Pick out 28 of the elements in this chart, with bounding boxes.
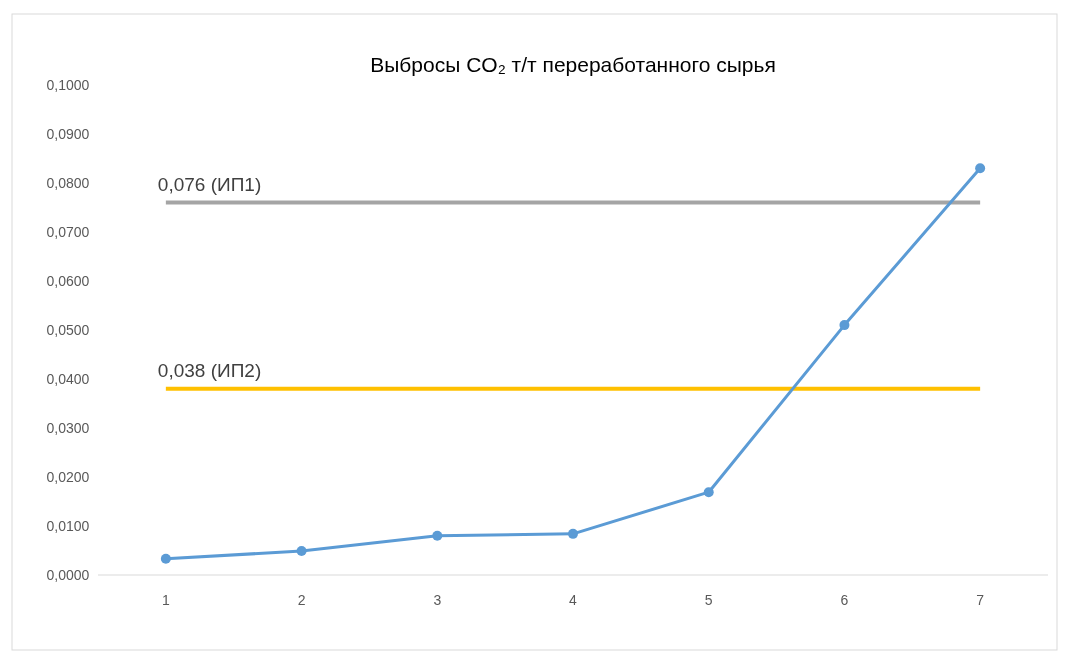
y-tick-label: 0,0000: [46, 566, 90, 583]
point: [568, 528, 578, 539]
point: [296, 545, 307, 556]
y-tick-label: 0,0900: [46, 125, 90, 142]
ref-line-label: 0,076 (ИП1): [157, 173, 262, 195]
y-tick-label: 0,0600: [46, 272, 90, 289]
point: [703, 487, 714, 498]
y-tick-label: 0,0300: [46, 419, 90, 436]
x-tick-label: 6: [840, 592, 849, 608]
y-tick-label: 0,0200: [46, 468, 90, 485]
x-tick-label: 3: [433, 592, 442, 608]
point: [975, 163, 986, 174]
y-tick-label: 0,0100: [46, 517, 90, 534]
y-tick-label: 0,0400: [46, 370, 90, 387]
ref-line-label: 0,038 (ИП2): [157, 359, 262, 381]
chart-title: Выбросы CO₂ т/т переработанного сырья: [370, 53, 776, 76]
x-tick-label: 4: [569, 592, 578, 608]
x-tick-label: 7: [976, 592, 985, 608]
x-tick-label: 1: [161, 592, 170, 608]
y-tick-label: 0,0500: [46, 321, 90, 338]
y-tick-label: 0,0800: [46, 174, 90, 191]
point: [160, 553, 171, 564]
x-tick-label: 5: [704, 592, 713, 608]
y-tick-label: 0,0700: [46, 223, 90, 240]
y-tick-label: 0,1000: [46, 76, 90, 93]
x-tick-label: 2: [297, 592, 306, 608]
point: [432, 530, 443, 541]
point: [839, 320, 850, 331]
